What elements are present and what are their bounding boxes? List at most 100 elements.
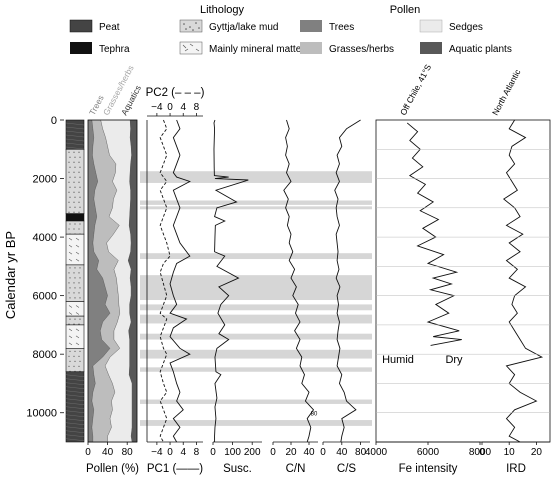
lithology-gyttja-segment [65, 148, 85, 214]
gyttja-dot [73, 171, 75, 173]
peat-hatch [65, 418, 85, 421]
highlight-band [140, 253, 372, 260]
susc-susc--line [213, 119, 249, 442]
mineral-dash [75, 335, 80, 339]
sedges-label: Sedges [449, 22, 483, 33]
gyttja-dot [68, 323, 70, 325]
gyttja-dot [79, 267, 81, 269]
pc2-axis-label: PC2 (– – –) [146, 87, 205, 99]
highlight-bands [140, 171, 372, 426]
gyttja-dot [69, 176, 71, 178]
peat-hatch [65, 146, 85, 150]
mineral-dash [75, 251, 80, 255]
gyttja-dot [69, 350, 71, 352]
gyttja-dot [68, 211, 70, 213]
grasses-swatch [300, 42, 322, 54]
gyttja-dot [69, 267, 71, 269]
cn-annotation: 80 [311, 412, 318, 418]
gyttja-dot [74, 206, 76, 208]
mineral-dash [68, 251, 73, 255]
ird-ird-line [502, 119, 544, 443]
cs-c-s-line [334, 119, 361, 443]
lithology-column [65, 119, 85, 443]
gyttja-swatch [179, 19, 203, 33]
gyttja-dot [69, 318, 71, 320]
highlight-band [140, 275, 372, 301]
y-tick-label: 2000 [33, 174, 57, 186]
gyttja-dot [78, 272, 80, 274]
gyttja-dot [69, 223, 71, 225]
cs-x-axis-label: C/S [337, 463, 357, 475]
cs-panel: 0 40 80 C/S [320, 119, 370, 475]
pollen-x-tick-label: 0 [85, 447, 91, 458]
cn-x-axis-label: C/N [286, 463, 306, 475]
gyttja-dot [79, 196, 81, 198]
mineral-label: Mainly mineral matter [209, 44, 305, 55]
highlight-band [140, 304, 372, 311]
mineral-dash [75, 305, 80, 308]
peat-hatch [65, 426, 85, 429]
gyttja-dot [79, 206, 81, 208]
pollen-frame [87, 119, 138, 443]
ird-x-axis-label: IRD [506, 463, 526, 475]
gyttja-dot [73, 161, 75, 163]
pollen-x-tick-label: 40 [102, 447, 114, 458]
peat-hatch [65, 386, 85, 389]
gyttja-dot [74, 267, 76, 269]
mineral-dashes [182, 43, 200, 52]
gyttja-dot [78, 365, 80, 367]
peat-hatch [65, 410, 85, 413]
peat-hatch [65, 382, 85, 385]
highlight-band [140, 333, 372, 340]
y-tick-label: 10000 [26, 408, 57, 420]
lithology-tephra-segment [65, 213, 85, 222]
gyttja-dot [79, 277, 81, 279]
sedges-swatch [419, 19, 443, 33]
mineral-dash [75, 312, 80, 315]
cn-panel: 0 20 40 C/N 80 [270, 119, 318, 475]
highlight-band [140, 420, 372, 426]
gyttja-dot [74, 186, 76, 188]
peat-hatch [65, 434, 85, 437]
pollen-legend-title: Pollen [390, 4, 421, 16]
gyttja-dot [74, 297, 76, 299]
gyttja-dot [78, 211, 80, 213]
fe-humid-label: Humid [382, 354, 414, 366]
susc-panel: 0 100 200 Susc. [210, 119, 262, 475]
mineral-dash [68, 342, 73, 346]
y-axis-label: Calendar yr BP [3, 231, 18, 319]
gyttja-dot [79, 176, 81, 178]
susc-x-tick-label: 0 [210, 447, 216, 458]
gyttja-dot [79, 156, 81, 158]
pc-x-tick-label: 4 [180, 447, 186, 458]
ird-panel: 0 10 20 IRD [479, 119, 550, 475]
cn-x-tick-label: 40 [303, 447, 315, 458]
fe-panel: 4000 6000 8000 Fe intensity [365, 122, 492, 475]
lithology-mineral-segment [65, 324, 85, 349]
gyttja-dot [79, 287, 81, 289]
right-frame [375, 119, 551, 443]
gyttja-dot [68, 355, 70, 357]
gyttja-dot [74, 350, 76, 352]
cs-x-tick-label: 80 [355, 447, 367, 458]
trees-swatch [300, 20, 322, 32]
pc2-top-tick-label: 4 [180, 102, 186, 113]
susc-x-tick-label: 100 [224, 447, 241, 458]
gyttja-label: Gyttja/lake mud [209, 22, 278, 33]
gyttja-dot [73, 323, 75, 325]
gyttja-dot [79, 223, 81, 225]
peat-hatch [65, 142, 85, 146]
susc-x-tick-label: 200 [244, 447, 261, 458]
gyttja-dot [68, 272, 70, 274]
gyttja-dot [79, 297, 81, 299]
gyttja-dot [68, 151, 70, 153]
mineral-swatch [179, 41, 203, 55]
lithology-mineral-segment [65, 301, 85, 317]
peat-hatch [65, 406, 85, 409]
peat-hatch [65, 378, 85, 381]
gyttja-dot [68, 228, 70, 230]
fe-x-tick-label: 6000 [417, 447, 440, 458]
gyttja-dot [73, 292, 75, 294]
gyttja-dot [68, 191, 70, 193]
